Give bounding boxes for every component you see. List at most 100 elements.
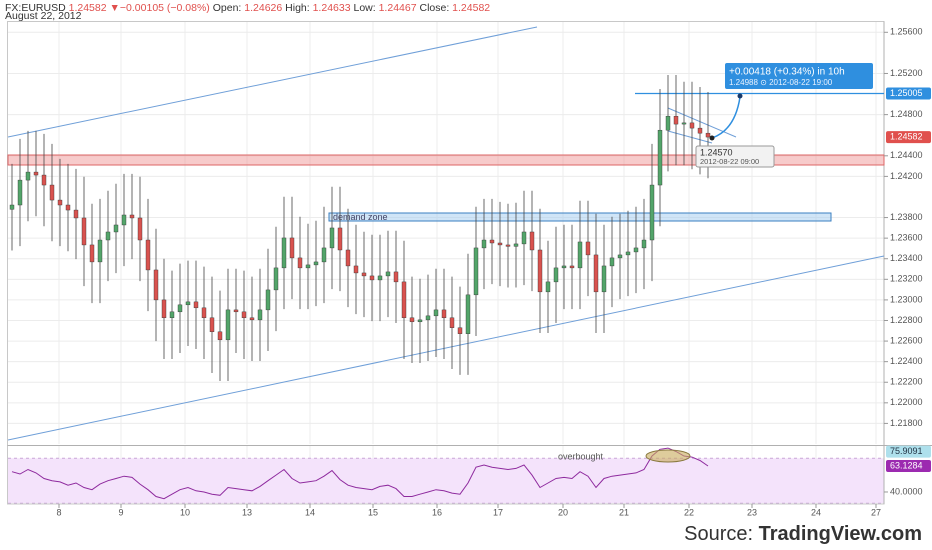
- x-tick-label: 17: [493, 507, 503, 517]
- y-tick-label: 1.24400: [890, 150, 923, 160]
- overbought-label: overbought: [558, 451, 604, 461]
- point-price: 1.24570: [700, 147, 733, 157]
- projection-arrow: [711, 96, 741, 139]
- y-tick-label: 1.25600: [890, 27, 923, 37]
- candle-body: [657, 129, 663, 186]
- candle-body: [209, 317, 215, 333]
- x-tick-label: 23: [747, 507, 757, 517]
- candle-body: [153, 269, 159, 301]
- candle-body: [617, 254, 623, 259]
- y-tick-label: 1.21800: [890, 418, 923, 428]
- candle-body: [65, 204, 71, 211]
- candle-body: [593, 254, 599, 293]
- candle-body: [569, 265, 575, 269]
- price-badge-label: 63.1284: [890, 460, 923, 470]
- price-badge: [886, 459, 931, 472]
- overbought-marker: [645, 449, 691, 463]
- candle-body: [33, 171, 39, 176]
- projection-detail: 1.24988 ⊙ 2012-08-22 19:00: [729, 78, 833, 87]
- candle-body: [665, 115, 671, 131]
- candle-body: [369, 275, 375, 281]
- change: −0.00105 (−0.08%): [120, 2, 210, 14]
- candle-body: [577, 241, 583, 269]
- candle-body: [521, 231, 527, 245]
- candle-body: [281, 237, 287, 269]
- candle-body: [113, 224, 119, 233]
- candle-body: [225, 309, 231, 341]
- grid: [8, 22, 884, 504]
- x-tick-label: 13: [242, 507, 252, 517]
- candle-body: [553, 267, 559, 283]
- candle-body: [185, 301, 191, 306]
- candle-body: [57, 199, 63, 206]
- candle-body: [329, 227, 335, 249]
- candle-body: [705, 132, 711, 138]
- candle-body: [233, 309, 239, 313]
- candle-body: [473, 247, 479, 296]
- x-tick-label: 8: [56, 507, 61, 517]
- candle-body: [249, 317, 255, 321]
- axes: 8 9 10 13 14 15 16 17 20 21 22 23 24 27 1.25600 1.25200…: [56, 27, 931, 517]
- projection-text: +0.00418 (+0.34%) in 10h: [729, 67, 845, 78]
- candle-body: [465, 294, 471, 334]
- candle-body: [625, 251, 631, 256]
- y-tick-label: 1.24200: [890, 171, 923, 181]
- candles: [9, 75, 884, 382]
- point-time: 2012-08-22 09:00: [700, 157, 759, 166]
- y-tick-label: 40.0000: [890, 486, 923, 496]
- candle-body: [641, 239, 647, 249]
- candle-body: [105, 231, 111, 241]
- candle-body: [345, 249, 351, 267]
- rsi-pane: [11, 447, 709, 500]
- source-site: TradingView.com: [759, 523, 922, 545]
- candle-body: [441, 309, 447, 319]
- candle-body: [585, 241, 591, 256]
- candle-body: [321, 247, 327, 263]
- price-badge-label: 1.24582: [890, 131, 923, 141]
- open-label: Open:: [213, 2, 242, 14]
- candle-body: [353, 265, 359, 274]
- header-date: August 22, 2012: [5, 10, 82, 22]
- candle-body: [305, 264, 311, 269]
- candle-body: [489, 239, 495, 244]
- candle-body: [401, 281, 407, 319]
- candle-body: [409, 317, 415, 323]
- x-tick-label: 27: [871, 507, 881, 517]
- candle-body: [177, 304, 183, 313]
- close: 1.24582: [452, 2, 490, 14]
- channel-upper: [7, 26, 538, 138]
- wedge-upper: [667, 107, 737, 138]
- candle-body: [121, 214, 127, 226]
- x-tick-label: 24: [811, 507, 821, 517]
- candle-body: [561, 265, 567, 269]
- high-label: High:: [285, 2, 310, 14]
- y-tick-label: 1.22800: [890, 315, 923, 325]
- candle-body: [73, 209, 79, 219]
- y-tick-label: 1.22200: [890, 377, 923, 387]
- candle-body: [545, 281, 551, 293]
- symbol: FX:EURUSD: [5, 2, 66, 14]
- candle-body: [49, 184, 55, 201]
- x-tick-label: 14: [305, 507, 315, 517]
- candle-body: [129, 214, 135, 219]
- candle-body: [393, 271, 399, 283]
- candle-body: [361, 272, 367, 277]
- candle-body: [433, 309, 439, 317]
- x-tick-label: 20: [558, 507, 568, 517]
- header: FX:EURUSD 1.24582 ▼−0.00105 (−0.08%) Ope…: [5, 2, 490, 14]
- x-tick-label: 16: [432, 507, 442, 517]
- candle-body: [97, 239, 103, 263]
- candle-body: [425, 315, 431, 321]
- projection-box: [725, 63, 873, 89]
- candle-body: [505, 244, 511, 247]
- price-badge-label: 1.25005: [890, 88, 923, 98]
- footer: Source: TradingView.com: [684, 523, 922, 545]
- candle-body: [673, 115, 679, 125]
- candle-body: [385, 271, 391, 277]
- candle-body: [193, 301, 199, 309]
- y-tick-label: 1.23400: [890, 253, 923, 263]
- candle-body: [689, 122, 695, 129]
- y-tick-label: 1.22600: [890, 335, 923, 345]
- arrow: ▼: [110, 2, 120, 14]
